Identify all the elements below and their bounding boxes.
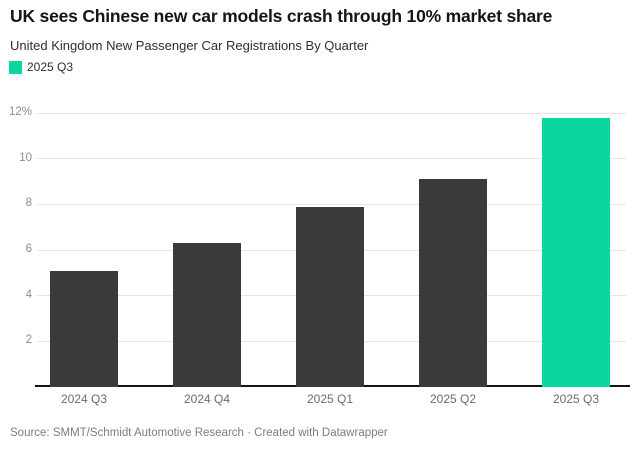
y-axis-tick-label: 4	[25, 288, 32, 301]
legend-label: 2025 Q3	[27, 60, 74, 74]
gridline	[37, 112, 626, 114]
x-axis-label: 2025 Q2	[429, 392, 477, 406]
bar-2024-q3	[50, 270, 118, 387]
chart-title: UK sees Chinese new car models crash thr…	[10, 6, 553, 26]
y-axis-tick-label: 10	[19, 151, 32, 164]
x-axis-label: 2024 Q3	[60, 392, 108, 406]
y-axis-tick-label: 8	[25, 197, 32, 210]
bar-2024-q4	[173, 243, 241, 387]
gridline	[37, 203, 626, 205]
gridline	[37, 158, 626, 160]
y-axis-tick-label: 12%	[8, 106, 32, 118]
legend: 2025 Q3	[9, 60, 73, 74]
x-axis-label: 2024 Q4	[183, 392, 231, 406]
bar-2025-q1	[296, 206, 364, 387]
y-axis-tick-label: 6	[25, 243, 32, 255]
y-axis-tick-label: 2	[25, 334, 32, 347]
chart-subtitle: United Kingdom New Passenger Car Registr…	[10, 38, 369, 53]
bar-2025-q3	[542, 117, 610, 387]
x-axis-label: 2025 Q3	[552, 392, 600, 406]
bar-2025-q2	[419, 179, 487, 387]
legend-swatch-icon	[9, 60, 22, 74]
source-credit-line: Source: SMMT/Schmidt Automotive Research…	[10, 427, 388, 439]
x-axis-label: 2025 Q1	[306, 392, 354, 406]
